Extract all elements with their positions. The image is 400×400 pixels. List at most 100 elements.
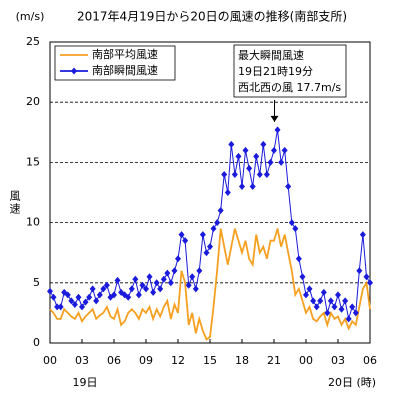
- marker: [64, 291, 71, 299]
- marker: [210, 225, 217, 233]
- marker: [189, 273, 196, 281]
- marker: [327, 297, 334, 305]
- marker: [306, 285, 313, 293]
- marker: [267, 158, 274, 166]
- marker: [47, 287, 53, 295]
- y-tick-label: 15: [26, 155, 40, 168]
- marker: [199, 231, 206, 239]
- marker: [114, 276, 121, 284]
- marker: [167, 279, 174, 287]
- y-tick-label: 0: [33, 336, 40, 349]
- marker: [50, 293, 57, 301]
- marker: [143, 285, 149, 293]
- x-tick-label: 03: [75, 354, 89, 367]
- marker: [175, 255, 181, 263]
- unit-label: (m/s): [16, 10, 45, 23]
- marker: [345, 315, 352, 323]
- marker: [359, 231, 366, 239]
- marker: [342, 297, 349, 305]
- marker: [288, 219, 295, 227]
- marker: [182, 237, 189, 245]
- marker: [285, 182, 292, 190]
- marker: [253, 152, 260, 160]
- marker: [207, 243, 213, 251]
- marker: [178, 231, 185, 239]
- legend-marker: [71, 67, 77, 75]
- marker: [278, 158, 285, 166]
- x-tick-label: 18: [235, 354, 249, 367]
- marker: [235, 152, 242, 160]
- y-tick-label: 10: [26, 216, 40, 229]
- marker: [164, 269, 171, 277]
- marker: [352, 309, 359, 317]
- marker: [256, 170, 263, 178]
- x-tick-label: 00: [299, 354, 313, 367]
- marker: [153, 279, 160, 287]
- marker: [260, 140, 267, 148]
- marker: [335, 291, 341, 299]
- y-tick-label: 25: [26, 35, 40, 48]
- marker: [242, 146, 249, 154]
- annotation-text: 最大瞬間風速: [238, 48, 304, 62]
- marker: [271, 146, 277, 154]
- marker: [68, 297, 75, 305]
- annotation-text: 19日21時19分: [238, 65, 313, 78]
- marker: [111, 291, 117, 299]
- marker: [310, 297, 317, 305]
- marker: [317, 297, 324, 305]
- marker: [185, 281, 192, 289]
- marker: [295, 255, 302, 263]
- marker: [75, 293, 82, 301]
- marker: [128, 285, 135, 293]
- marker: [71, 300, 78, 308]
- marker: [214, 219, 221, 227]
- marker: [349, 303, 356, 311]
- marker: [86, 293, 93, 301]
- y-axis-label: 風速: [8, 190, 21, 216]
- chart-title: 2017年4月19日から20日の風速の推移(南部支所): [77, 9, 347, 24]
- y-tick-label: 20: [26, 95, 40, 108]
- marker: [196, 267, 203, 275]
- x-tick-label: 12: [171, 354, 185, 367]
- marker: [103, 281, 110, 289]
- annotation-arrowhead: [270, 115, 279, 122]
- x-tick-label: 15: [203, 354, 217, 367]
- x-tick-label: 06: [363, 354, 377, 367]
- legend-label: 南部瞬間風速: [92, 63, 158, 77]
- marker: [263, 170, 270, 178]
- marker: [274, 126, 281, 134]
- x-tick-label: 09: [139, 354, 153, 367]
- marker: [146, 273, 153, 281]
- marker: [324, 309, 331, 317]
- x-tick-label: 06: [107, 354, 121, 367]
- marker: [160, 275, 167, 283]
- marker: [157, 285, 164, 293]
- marker: [367, 279, 373, 287]
- marker: [132, 275, 139, 283]
- marker: [54, 303, 61, 311]
- marker: [228, 140, 235, 148]
- marker: [239, 182, 245, 190]
- marker: [93, 297, 100, 305]
- marker: [79, 303, 85, 311]
- marker: [231, 170, 238, 178]
- x-tick-label: 21: [267, 354, 281, 367]
- annotation-text: 西北西の風 17.7m/s: [238, 81, 341, 94]
- marker: [292, 225, 299, 233]
- marker: [363, 273, 370, 281]
- marker: [313, 303, 320, 311]
- x-tick-label: 03: [331, 354, 345, 367]
- marker: [139, 281, 146, 289]
- x-tick-label: 00: [43, 354, 57, 367]
- marker: [217, 207, 224, 215]
- legend-label: 南部平均風速: [92, 47, 158, 61]
- series-line: [49, 228, 371, 341]
- marker: [57, 303, 64, 311]
- marker: [331, 303, 338, 311]
- marker: [203, 249, 210, 257]
- marker: [221, 170, 228, 178]
- marker: [281, 146, 288, 154]
- marker: [249, 182, 256, 190]
- marker: [171, 267, 178, 275]
